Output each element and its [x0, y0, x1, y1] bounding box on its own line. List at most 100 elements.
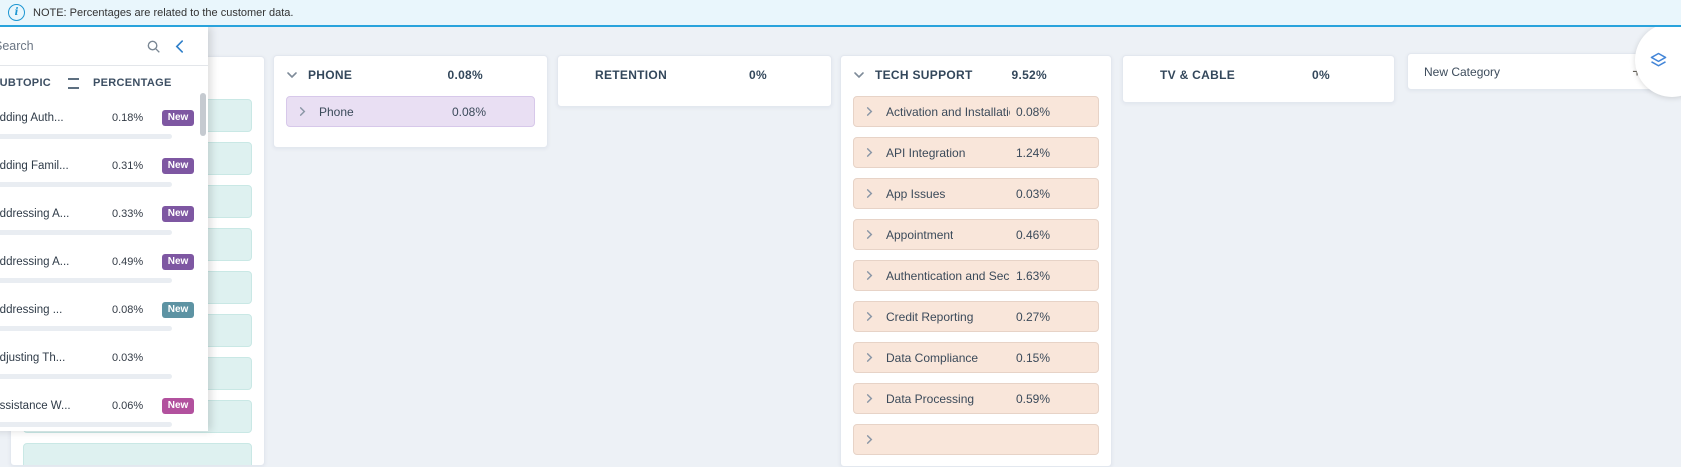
subtopic-name: Authentication and Security — [886, 268, 1010, 283]
subtopic-card[interactable]: Appointment 0.46% — [853, 219, 1099, 250]
sidebar-row-percentage: 0.31% — [112, 160, 144, 172]
subtopic-percentage: 0.15% — [1015, 350, 1050, 365]
sidebar-row-name: Assistance W... — [0, 400, 71, 412]
subtopic-name: App Issues — [886, 186, 946, 201]
chevron-right-icon[interactable] — [864, 270, 877, 281]
chevron-down-icon[interactable] — [853, 69, 869, 81]
chevron-right-icon[interactable] — [864, 311, 877, 322]
new-category-label: New Category — [1424, 64, 1501, 79]
row-progress-bar — [0, 230, 172, 235]
subtopic-card[interactable] — [853, 424, 1099, 455]
chevron-right-icon[interactable] — [864, 106, 877, 117]
category-name: TV & CABLE — [1160, 68, 1235, 82]
subtopic-percentage: 1.24% — [1015, 145, 1050, 160]
subtopic-column-header[interactable]: SUBTOPIC — [0, 77, 52, 89]
subtopic-card[interactable]: Authentication and Security 1.63% — [853, 260, 1099, 291]
sort-icon[interactable] — [68, 77, 79, 89]
sidebar-row-name: Adding Auth... — [0, 112, 64, 124]
chevron-right-icon[interactable] — [864, 393, 877, 404]
subtopic-card[interactable] — [23, 443, 252, 465]
search-row — [0, 27, 208, 66]
sidebar-row-percentage: 0.18% — [112, 112, 144, 124]
subtopic-card[interactable]: Data Compliance 0.15% — [853, 342, 1099, 373]
sidebar-subtopic-row[interactable]: Addressing ... 0.08% New — [0, 292, 208, 340]
sidebar-subtopic-row[interactable]: Assistance W... 0.06% New — [0, 388, 208, 436]
layers-icon — [1648, 50, 1669, 71]
category-percentage: 0.08% — [447, 68, 483, 82]
subtopic-percentage: 0.46% — [1015, 227, 1050, 242]
sidebar-row-name: Addressing A... — [0, 208, 70, 220]
subtopic-name: Credit Reporting — [886, 309, 974, 324]
chevron-down-icon[interactable] — [286, 69, 302, 81]
subtopic-percentage: 0.08% — [1015, 104, 1050, 119]
subtopic-card[interactable]: API Integration 1.24% — [853, 137, 1099, 168]
subtopic-card[interactable]: App Issues 0.03% — [853, 178, 1099, 209]
subtopic-card[interactable]: Data Processing 0.59% — [853, 383, 1099, 414]
chevron-right-icon[interactable] — [864, 434, 877, 445]
new-badge: New — [162, 302, 194, 318]
new-badge: New — [162, 206, 194, 222]
subtopic-sidebar: SUBTOPIC PERCENTAGE Adding Auth... 0.18%… — [0, 27, 208, 431]
category-header[interactable]: TV & CABLE 0% — [1123, 56, 1394, 94]
subtopic-list: Adding Auth... 0.18% New Adding Famil...… — [0, 100, 208, 436]
subtopic-percentage: 0.08% — [451, 104, 486, 119]
row-progress-bar — [0, 278, 172, 283]
new-category-button[interactable]: New Category + — [1407, 53, 1657, 90]
chevron-right-icon[interactable] — [864, 352, 877, 363]
sidebar-row-percentage: 0.33% — [112, 208, 144, 220]
category-column-tech-support: TECH SUPPORT 9.52% Activation and Instal… — [840, 55, 1112, 467]
row-progress-bar — [0, 374, 172, 379]
subtopic-name: Data Compliance — [886, 350, 979, 365]
subtopic-percentage: 1.63% — [1015, 268, 1050, 283]
subtopic-percentage: 0.59% — [1015, 391, 1050, 406]
row-progress-bar — [0, 422, 172, 427]
info-icon: i — [8, 4, 25, 21]
category-column-phone: PHONE 0.08% Phone 0.08% — [273, 55, 548, 148]
subtopic-percentage: 0.27% — [1015, 309, 1050, 324]
category-header[interactable]: PHONE 0.08% — [274, 56, 547, 94]
subtopic-card[interactable]: Credit Reporting 0.27% — [853, 301, 1099, 332]
sidebar-row-percentage: 0.08% — [112, 304, 144, 316]
collapse-panel-icon[interactable] — [175, 39, 184, 53]
chevron-right-icon[interactable] — [864, 147, 877, 158]
percentage-column-header[interactable]: PERCENTAGE — [93, 77, 172, 89]
new-badge: New — [162, 158, 194, 174]
sidebar-row-name: Adding Famil... — [0, 160, 69, 172]
sidebar-subtopic-row[interactable]: Adding Auth... 0.18% New — [0, 100, 208, 148]
chevron-right-icon[interactable] — [864, 229, 877, 240]
category-percentage: 0% — [1312, 68, 1330, 82]
subtopic-rows — [558, 94, 831, 96]
subtopic-card[interactable]: Activation and Installation 0.08% — [853, 96, 1099, 127]
sidebar-scrollbar[interactable] — [200, 93, 206, 136]
new-badge: New — [162, 254, 194, 270]
subtopic-name: Phone — [319, 104, 354, 119]
row-progress-bar — [0, 134, 172, 139]
search-input[interactable] — [0, 38, 142, 54]
sidebar-row-name: Adjusting Th... — [0, 352, 66, 364]
sidebar-subtopic-row[interactable]: Addressing A... 0.49% New — [0, 244, 208, 292]
sidebar-row-percentage: 0.03% — [112, 352, 144, 364]
chevron-right-icon[interactable] — [864, 188, 877, 199]
search-icon[interactable] — [146, 39, 161, 54]
category-header[interactable]: RETENTION 0% — [558, 56, 831, 94]
sidebar-column-headers: SUBTOPIC PERCENTAGE — [0, 66, 208, 100]
subtopic-name: Activation and Installation — [886, 104, 1010, 119]
category-name: PHONE — [308, 68, 353, 82]
sidebar-row-name: Addressing A... — [0, 256, 70, 268]
category-name: TECH SUPPORT — [875, 68, 973, 82]
subtopic-name: API Integration — [886, 145, 966, 160]
category-column-tv-cable: TV & CABLE 0% — [1122, 55, 1395, 103]
sidebar-row-percentage: 0.06% — [112, 400, 144, 412]
category-name: RETENTION — [595, 68, 668, 82]
sidebar-subtopic-row[interactable]: Adding Famil... 0.31% New — [0, 148, 208, 196]
row-progress-bar — [0, 182, 172, 187]
sidebar-subtopic-row[interactable]: Adjusting Th... 0.03% — [0, 340, 208, 388]
note-banner: i NOTE: Percentages are related to the c… — [0, 0, 1681, 27]
chevron-right-icon[interactable] — [297, 106, 310, 117]
subtopic-card[interactable]: Phone 0.08% — [286, 96, 535, 127]
subtopic-rows: Phone 0.08% — [274, 94, 547, 127]
row-progress-bar — [0, 326, 172, 331]
subtopic-percentage: 0.03% — [1015, 186, 1050, 201]
category-header[interactable]: TECH SUPPORT 9.52% — [841, 56, 1111, 94]
sidebar-subtopic-row[interactable]: Addressing A... 0.33% New — [0, 196, 208, 244]
